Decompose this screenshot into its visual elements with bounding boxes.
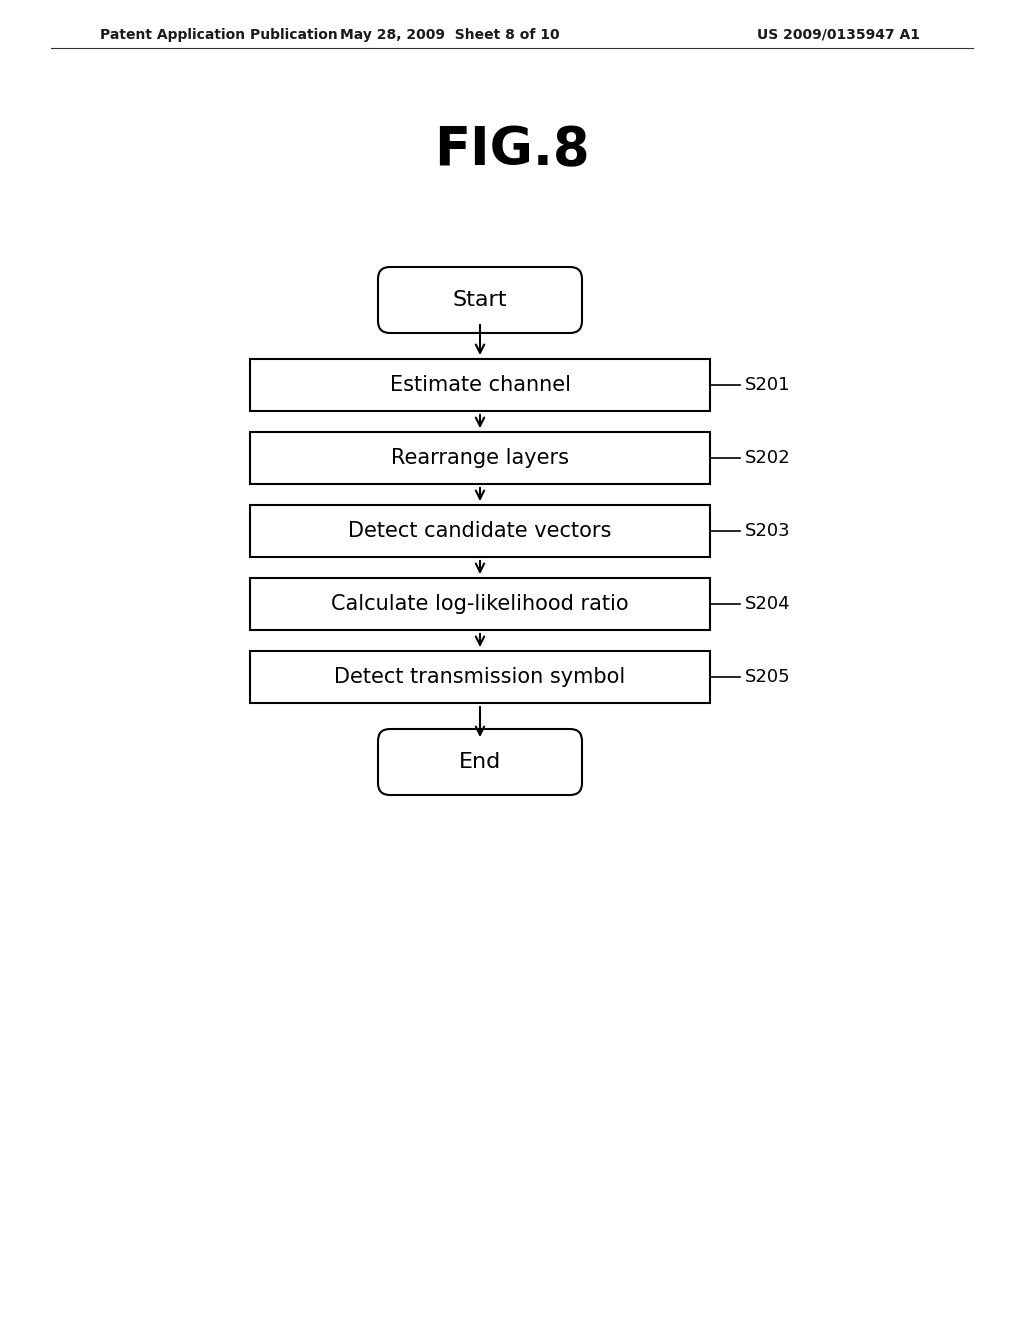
Text: Detect transmission symbol: Detect transmission symbol bbox=[335, 667, 626, 686]
FancyBboxPatch shape bbox=[250, 432, 710, 484]
Text: S203: S203 bbox=[745, 521, 791, 540]
Text: S204: S204 bbox=[745, 595, 791, 612]
Text: S201: S201 bbox=[745, 376, 791, 393]
Text: Rearrange layers: Rearrange layers bbox=[391, 447, 569, 469]
Text: Patent Application Publication: Patent Application Publication bbox=[100, 28, 338, 42]
Text: Calculate log-likelihood ratio: Calculate log-likelihood ratio bbox=[331, 594, 629, 614]
FancyBboxPatch shape bbox=[250, 578, 710, 630]
Text: Start: Start bbox=[453, 290, 507, 310]
FancyBboxPatch shape bbox=[378, 267, 582, 333]
Text: S205: S205 bbox=[745, 668, 791, 686]
FancyBboxPatch shape bbox=[250, 506, 710, 557]
FancyBboxPatch shape bbox=[250, 359, 710, 411]
FancyBboxPatch shape bbox=[250, 651, 710, 704]
Text: US 2009/0135947 A1: US 2009/0135947 A1 bbox=[757, 28, 920, 42]
Text: End: End bbox=[459, 752, 501, 772]
Text: S202: S202 bbox=[745, 449, 791, 467]
FancyBboxPatch shape bbox=[378, 729, 582, 795]
Text: Estimate channel: Estimate channel bbox=[389, 375, 570, 395]
Text: May 28, 2009  Sheet 8 of 10: May 28, 2009 Sheet 8 of 10 bbox=[340, 28, 560, 42]
Text: Detect candidate vectors: Detect candidate vectors bbox=[348, 521, 611, 541]
Text: FIG.8: FIG.8 bbox=[434, 124, 590, 176]
